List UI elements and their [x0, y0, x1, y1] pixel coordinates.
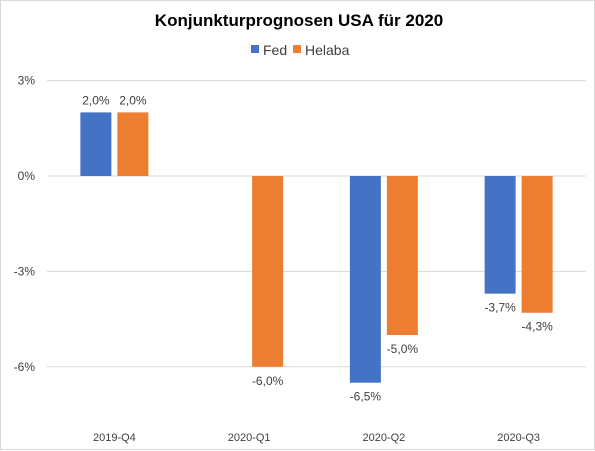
- legend-swatch-fed: [251, 45, 259, 53]
- data-label-fed-2020-q3: -3,7%: [484, 301, 516, 315]
- bar-helaba-2019-q4: [117, 112, 149, 176]
- data-labels: 2,0% 2,0% -6,0% -6,5% -5,0% -3,7% -4,3%: [82, 93, 553, 403]
- legend-label-fed: Fed: [263, 42, 287, 58]
- bar-helaba-2020-q2: [386, 176, 418, 335]
- y-tick-label: -6%: [14, 360, 36, 374]
- bars: [80, 112, 553, 383]
- chart-title: Konjunkturprognosen USA für 2020: [155, 11, 443, 30]
- data-label-helaba-2020-q2: -5,0%: [387, 342, 419, 356]
- bar-helaba-2020-q3: [521, 176, 553, 313]
- x-tick-label: 2019-Q4: [93, 432, 136, 444]
- bar-fed-2019-q4: [80, 112, 112, 176]
- bar-fed-2020-q3: [484, 176, 516, 294]
- data-label-fed-2020-q2: -6,5%: [350, 390, 382, 404]
- legend-label-helaba: Helaba: [305, 42, 350, 58]
- data-label-helaba-2019-q4: 2,0%: [119, 93, 147, 107]
- data-label-fed-2019-q4: 2,0%: [82, 93, 110, 107]
- y-axis-ticks: 3% 0% -3% -6%: [14, 74, 36, 374]
- y-tick-label: -3%: [14, 264, 36, 278]
- x-axis-ticks: 2019-Q4 2020-Q1 2020-Q2 2020-Q3: [93, 432, 540, 444]
- bar-fed-2020-q2: [349, 176, 381, 383]
- data-label-helaba-2020-q3: -4,3%: [521, 320, 553, 334]
- bar-helaba-2020-q1: [252, 176, 284, 367]
- y-tick-label: 3%: [18, 74, 36, 88]
- x-tick-label: 2020-Q1: [228, 432, 271, 444]
- y-tick-label: 0%: [18, 169, 36, 183]
- legend-swatch-helaba: [293, 45, 301, 53]
- data-label-helaba-2020-q1: -6,0%: [252, 374, 284, 388]
- x-tick-label: 2020-Q2: [362, 432, 405, 444]
- legend: Fed Helaba: [251, 42, 350, 58]
- x-tick-label: 2020-Q3: [497, 432, 540, 444]
